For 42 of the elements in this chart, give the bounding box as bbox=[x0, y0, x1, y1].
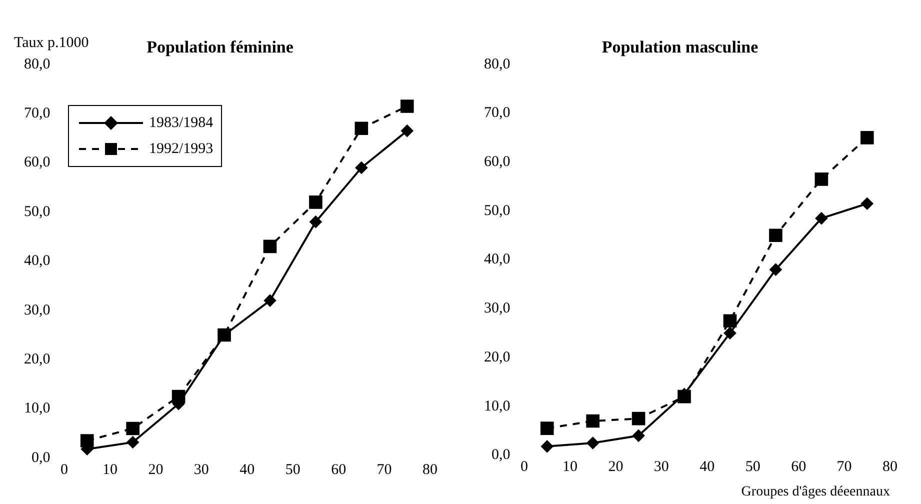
y-tick-label: 20,0 bbox=[484, 349, 510, 366]
x-tick-label: 30 bbox=[654, 459, 669, 476]
y-tick-label: 0,0 bbox=[492, 447, 510, 464]
y-tick-label: 70,0 bbox=[484, 105, 510, 122]
legend-label: 1992/1993 bbox=[149, 140, 214, 158]
y-tick-label: 70,0 bbox=[24, 106, 50, 122]
x-tick-label: 0 bbox=[520, 459, 528, 476]
x-tick-label: 50 bbox=[745, 459, 760, 476]
y-tick-label: 10,0 bbox=[484, 398, 510, 414]
x-tick-label: 20 bbox=[608, 459, 624, 476]
x-tick-label: 80 bbox=[882, 459, 898, 476]
x-tick-label: 0 bbox=[60, 462, 68, 478]
x-tick-label: 40 bbox=[700, 459, 715, 476]
y-tick-label: 60,0 bbox=[484, 154, 510, 170]
y-axis-title: Taux p.1000 bbox=[14, 34, 89, 51]
y-tick-label: 80,0 bbox=[24, 56, 50, 72]
y-tick-label: 10,0 bbox=[24, 400, 50, 417]
y-tick-label: 20,0 bbox=[24, 352, 50, 368]
x-tick-label: 80 bbox=[422, 462, 438, 478]
y-tick-label: 0,0 bbox=[32, 450, 50, 466]
x-tick-label: 60 bbox=[791, 459, 806, 476]
x-tick-label: 40 bbox=[240, 462, 255, 478]
y-tick-label: 40,0 bbox=[24, 253, 50, 270]
y-tick-label: 30,0 bbox=[484, 300, 510, 317]
x-tick-label: 20 bbox=[148, 462, 164, 478]
y-tick-label: 50,0 bbox=[484, 202, 510, 219]
y-tick-label: 50,0 bbox=[24, 204, 50, 220]
legend-label: 1983/1984 bbox=[149, 114, 214, 132]
x-tick-label: 60 bbox=[331, 462, 346, 478]
chart-title: Population masculine bbox=[602, 38, 759, 57]
y-tick-label: 40,0 bbox=[484, 252, 510, 268]
x-tick-label: 10 bbox=[102, 462, 118, 478]
x-tick-label: 30 bbox=[194, 462, 209, 478]
x-tick-label: 70 bbox=[376, 462, 392, 478]
x-tick-label: 70 bbox=[836, 459, 852, 476]
x-axis-title: Groupes d'âges déeennaux bbox=[741, 484, 890, 500]
x-tick-label: 10 bbox=[562, 459, 578, 476]
chart-title: Population féminine bbox=[146, 38, 294, 57]
x-tick-label: 50 bbox=[285, 462, 300, 478]
y-tick-label: 60,0 bbox=[24, 154, 50, 171]
y-tick-label: 30,0 bbox=[24, 302, 50, 318]
y-tick-label: 80,0 bbox=[484, 56, 510, 72]
